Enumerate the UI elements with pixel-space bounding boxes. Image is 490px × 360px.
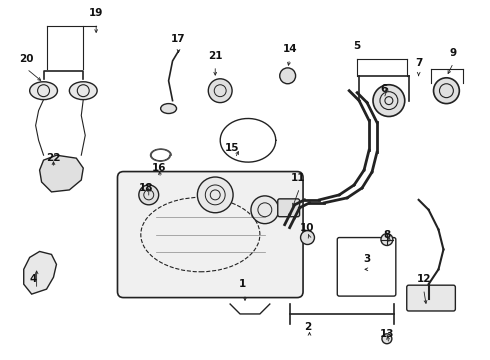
Text: 12: 12 [416,274,431,284]
Text: 20: 20 [20,54,34,64]
Circle shape [197,177,233,213]
Text: 8: 8 [383,230,391,239]
Circle shape [434,78,459,104]
Text: 7: 7 [415,58,422,68]
Text: 17: 17 [171,34,186,44]
Text: 2: 2 [304,322,311,332]
Text: 5: 5 [353,41,361,51]
Text: 15: 15 [225,143,239,153]
Text: 6: 6 [380,84,388,94]
Circle shape [251,196,279,224]
Text: 9: 9 [450,48,457,58]
Ellipse shape [161,104,176,113]
Text: 3: 3 [364,255,370,264]
Circle shape [139,185,159,205]
FancyBboxPatch shape [118,172,303,298]
Text: 4: 4 [30,274,37,284]
Text: 21: 21 [208,51,222,61]
Circle shape [208,79,232,103]
Text: 13: 13 [380,329,394,339]
Polygon shape [24,251,56,294]
Text: 14: 14 [282,44,297,54]
Circle shape [373,85,405,117]
Text: 18: 18 [139,183,153,193]
Circle shape [381,234,393,246]
Text: 16: 16 [151,163,166,173]
Circle shape [280,68,295,84]
Circle shape [300,231,315,244]
Text: 10: 10 [300,222,315,233]
Ellipse shape [70,82,97,100]
FancyBboxPatch shape [278,199,299,217]
Text: 22: 22 [46,153,61,163]
FancyBboxPatch shape [407,285,455,311]
Polygon shape [40,155,83,192]
Text: 11: 11 [291,173,305,183]
Text: 1: 1 [239,279,245,289]
Text: 19: 19 [89,8,103,18]
Circle shape [382,334,392,344]
Ellipse shape [30,82,57,100]
